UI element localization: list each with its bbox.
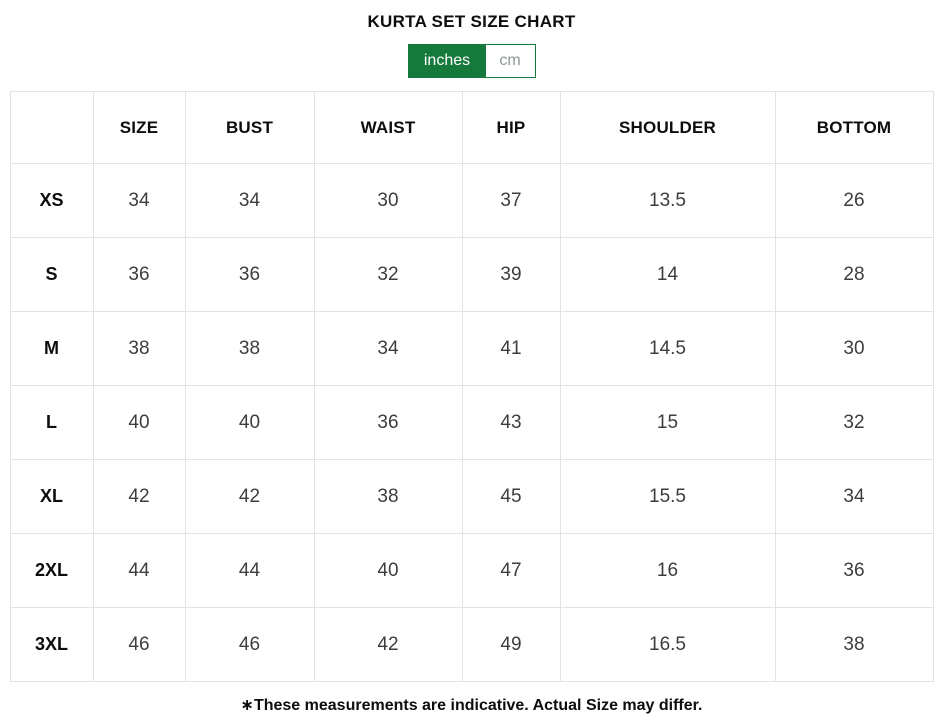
- table-row-l: L 40 40 36 43 15 32: [9, 385, 934, 460]
- cell-3xl-bust: 46: [184, 607, 315, 682]
- row-label-2xl: 2XL: [9, 533, 94, 608]
- header-row: SIZE BUST WAIST HIP SHOULDER BOTTOM: [9, 91, 934, 164]
- col-header-bottom: BOTTOM: [774, 91, 934, 164]
- col-header-waist: WAIST: [313, 91, 463, 164]
- row-label-l: L: [9, 385, 94, 460]
- table-row-2xl: 2XL 44 44 40 47 16 36: [9, 533, 934, 608]
- cell-3xl-bottom: 38: [774, 607, 934, 682]
- cell-m-bust: 38: [184, 311, 315, 386]
- cell-s-size: 36: [92, 237, 186, 312]
- cell-m-bottom: 30: [774, 311, 934, 386]
- cell-xs-shoulder: 13.5: [559, 163, 776, 238]
- cell-s-bust: 36: [184, 237, 315, 312]
- row-label-m: M: [9, 311, 94, 386]
- cell-3xl-shoulder: 16.5: [559, 607, 776, 682]
- cell-2xl-bottom: 36: [774, 533, 934, 608]
- cell-xs-bust: 34: [184, 163, 315, 238]
- cell-l-size: 40: [92, 385, 186, 460]
- table-row-xs: XS 34 34 30 37 13.5 26: [9, 163, 934, 238]
- cell-2xl-size: 44: [92, 533, 186, 608]
- cell-3xl-hip: 49: [461, 607, 561, 682]
- cell-2xl-waist: 40: [313, 533, 463, 608]
- unit-toggle-inches[interactable]: inches: [408, 45, 486, 77]
- cell-m-shoulder: 14.5: [559, 311, 776, 386]
- row-label-xl: XL: [9, 459, 94, 534]
- cell-xl-shoulder: 15.5: [559, 459, 776, 534]
- cell-m-waist: 34: [313, 311, 463, 386]
- cell-xs-hip: 37: [461, 163, 561, 238]
- cell-xl-bust: 42: [184, 459, 315, 534]
- cell-2xl-bust: 44: [184, 533, 315, 608]
- table-row-m: M 38 38 34 41 14.5 30: [9, 311, 934, 386]
- cell-l-waist: 36: [313, 385, 463, 460]
- cell-m-size: 38: [92, 311, 186, 386]
- col-header-hip: HIP: [461, 91, 561, 164]
- cell-l-bust: 40: [184, 385, 315, 460]
- col-header-shoulder: SHOULDER: [559, 91, 776, 164]
- col-header-size: SIZE: [92, 91, 186, 164]
- cell-xl-bottom: 34: [774, 459, 934, 534]
- unit-toggle: inches cm: [407, 44, 536, 78]
- row-label-s: S: [9, 237, 94, 312]
- unit-toggle-wrap: inches cm: [0, 44, 943, 78]
- cell-2xl-hip: 47: [461, 533, 561, 608]
- cell-s-shoulder: 14: [559, 237, 776, 312]
- cell-xl-waist: 38: [313, 459, 463, 534]
- col-header-bust: BUST: [184, 91, 315, 164]
- corner-cell: [9, 91, 94, 164]
- cell-2xl-shoulder: 16: [559, 533, 776, 608]
- cell-xl-size: 42: [92, 459, 186, 534]
- cell-l-bottom: 32: [774, 385, 934, 460]
- cell-l-hip: 43: [461, 385, 561, 460]
- table-row-xl: XL 42 42 38 45 15.5 34: [9, 459, 934, 534]
- cell-xs-waist: 30: [313, 163, 463, 238]
- table-row-3xl: 3XL 46 46 42 49 16.5 38: [9, 607, 934, 682]
- cell-3xl-size: 46: [92, 607, 186, 682]
- size-chart-table: SIZE BUST WAIST HIP SHOULDER BOTTOM XS 3…: [9, 91, 934, 682]
- cell-m-hip: 41: [461, 311, 561, 386]
- cell-s-hip: 39: [461, 237, 561, 312]
- cell-xs-bottom: 26: [774, 163, 934, 238]
- cell-l-shoulder: 15: [559, 385, 776, 460]
- measurements-footnote: ∗These measurements are indicative. Actu…: [240, 697, 703, 714]
- table-row-s: S 36 36 32 39 14 28: [9, 237, 934, 312]
- cell-3xl-waist: 42: [313, 607, 463, 682]
- unit-toggle-cm[interactable]: cm: [485, 45, 535, 77]
- row-label-3xl: 3XL: [9, 607, 94, 682]
- cell-s-waist: 32: [313, 237, 463, 312]
- cell-s-bottom: 28: [774, 237, 934, 312]
- row-label-xs: XS: [9, 163, 94, 238]
- page-title: KURTA SET SIZE CHART: [367, 12, 576, 31]
- cell-xl-hip: 45: [461, 459, 561, 534]
- cell-xs-size: 34: [92, 163, 186, 238]
